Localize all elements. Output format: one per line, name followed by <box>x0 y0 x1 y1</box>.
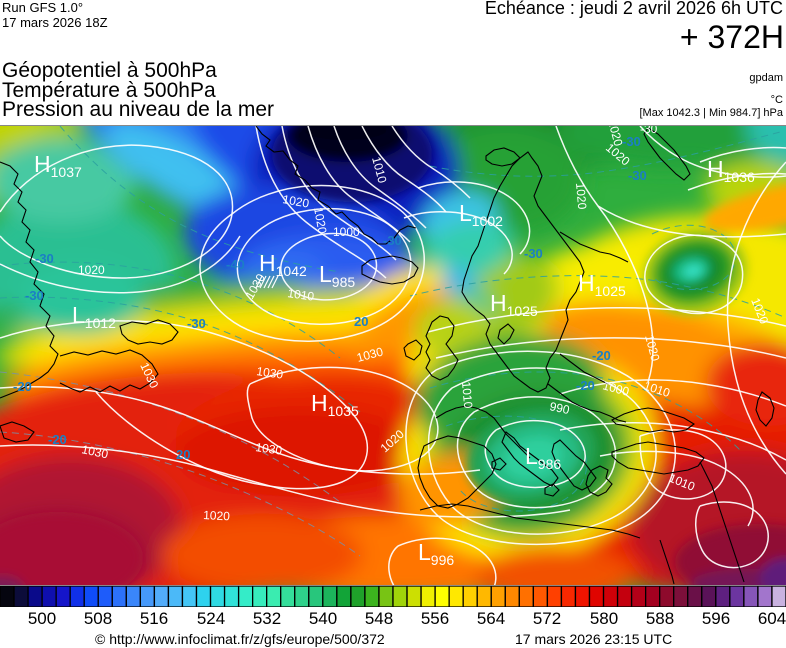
svg-text:1030: 1030 <box>80 442 109 461</box>
svg-text:-40: -40 <box>226 257 245 272</box>
svg-text:990: 990 <box>548 399 571 417</box>
svg-text:L985: L985 <box>319 261 355 290</box>
svg-text:-30: -30 <box>25 288 44 303</box>
svg-text:-30: -30 <box>524 246 543 261</box>
svg-text:-20: -20 <box>576 378 595 393</box>
svg-text:-30: -30 <box>383 233 402 248</box>
svg-text:1020: 1020 <box>311 206 329 235</box>
svg-text:-30: -30 <box>187 316 206 331</box>
svg-text:20: 20 <box>354 314 368 329</box>
svg-text:1020: 1020 <box>573 182 589 210</box>
svg-text:1020: 1020 <box>78 263 105 277</box>
svg-text:1030: 1030 <box>255 440 284 458</box>
svg-text:-20: -20 <box>592 348 611 363</box>
svg-text:1030: 1030 <box>256 364 285 382</box>
svg-text:1000: 1000 <box>601 378 631 399</box>
svg-text:-20: -20 <box>13 379 32 394</box>
svg-text:-20: -20 <box>48 432 67 447</box>
svg-text:1020: 1020 <box>281 192 310 210</box>
svg-text:H1037: H1037 <box>34 151 82 180</box>
svg-text:1000: 1000 <box>333 225 360 239</box>
svg-text:-30: -30 <box>622 134 641 149</box>
svg-text:1020: 1020 <box>642 333 663 363</box>
svg-text:1010: 1010 <box>459 381 475 409</box>
svg-text:1010: 1010 <box>369 155 390 185</box>
svg-text:1030: 1030 <box>355 344 385 365</box>
svg-text:-30: -30 <box>640 126 658 136</box>
svg-text:-30: -30 <box>35 251 54 266</box>
svg-text:1010: 1010 <box>287 286 316 304</box>
svg-text:20: 20 <box>176 447 190 462</box>
svg-text:-30: -30 <box>628 168 647 183</box>
svg-text:1020: 1020 <box>203 508 231 523</box>
